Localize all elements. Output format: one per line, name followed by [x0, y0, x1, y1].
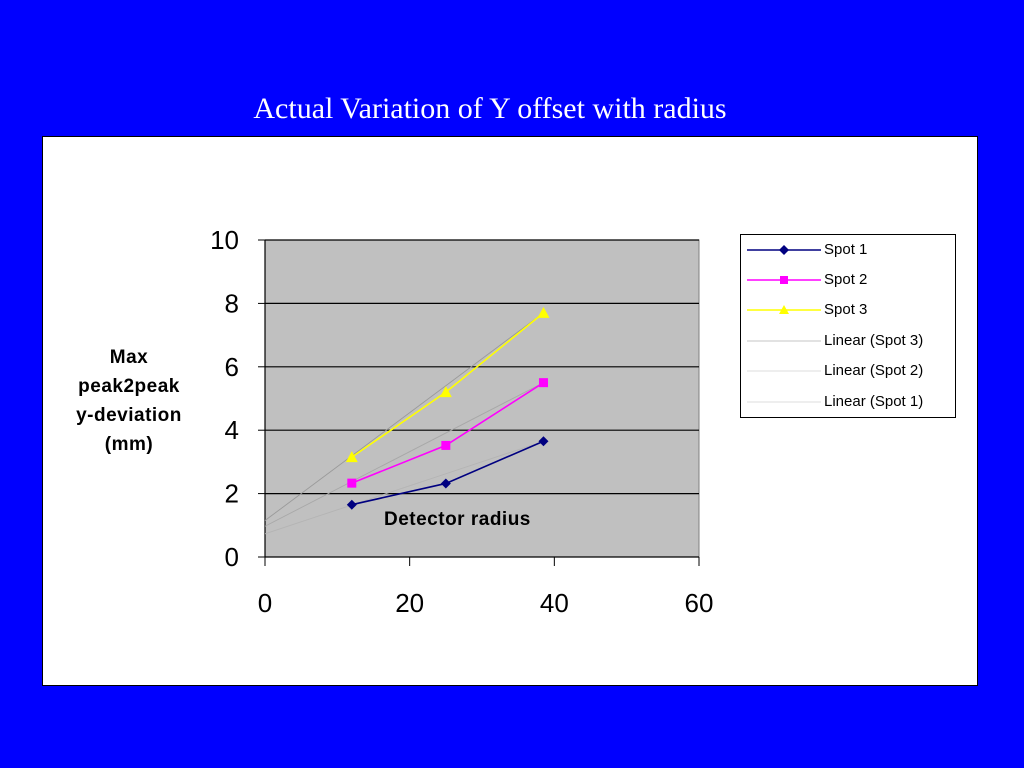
y-axis-label-line: y-deviation — [76, 405, 182, 426]
legend-label: Linear (Spot 3) — [824, 332, 924, 349]
legend-label: Linear (Spot 2) — [824, 362, 924, 379]
y-axis-label-line: peak2peak — [78, 376, 180, 397]
legend-label: Linear (Spot 1) — [824, 393, 924, 410]
legend-label: Spot 3 — [824, 301, 868, 318]
x-axis-label: Detector radius — [384, 509, 531, 530]
legend-label: Spot 2 — [824, 271, 868, 288]
trendline-linear-spot-3 — [264, 312, 544, 521]
slide-title: Actual Variation of Y offset with radius — [253, 92, 727, 125]
legend-item-linear-spot-1: Linear (Spot 1) — [741, 387, 955, 417]
legend-label: Spot 1 — [824, 241, 868, 258]
legend-swatch-linear-spot-1 — [747, 401, 821, 403]
x-tick-label: 0 — [258, 588, 272, 618]
data-point-spot-3 — [439, 386, 452, 398]
y-axis-label-line: (mm) — [104, 434, 154, 455]
chart-legend: Spot 1 Spot 2 Spot 3 Linear (Spot 3) — [740, 234, 956, 418]
chart-frame: 0 2 4 6 8 10 0 20 40 60 Max peak2peak y-deviation… — [42, 136, 978, 686]
data-point-spot-1 — [538, 436, 549, 447]
legend-swatch-spot-1 — [747, 245, 821, 255]
legend-swatch-spot-2 — [747, 276, 821, 284]
data-point-spot-1 — [440, 478, 451, 489]
trendline-linear-spot-2 — [264, 382, 544, 527]
y-tick-label: 2 — [225, 479, 239, 509]
data-point-spot-2 — [441, 440, 451, 450]
y-axis-label: Max peak2peak y-deviation (mm) — [51, 343, 207, 459]
data-point-spot-2 — [347, 478, 357, 488]
legend-swatch-linear-spot-2 — [747, 370, 821, 372]
legend-item-spot-3: Spot 3 — [741, 295, 955, 325]
y-tick-label: 4 — [225, 415, 239, 445]
y-axis-label-line: Max — [109, 347, 149, 368]
legend-item-linear-spot-2: Linear (Spot 2) — [741, 356, 955, 386]
chart-plot: 0 2 4 6 8 10 0 20 40 60 — [210, 225, 714, 618]
legend-item-linear-spot-3: Linear (Spot 3) — [741, 326, 955, 356]
data-point-spot-3 — [537, 306, 550, 318]
x-tick-label: 60 — [685, 588, 714, 618]
data-point-spot-2 — [538, 378, 548, 388]
trendline-linear-spot-1 — [264, 440, 544, 535]
y-tick-label: 8 — [225, 288, 239, 318]
x-tick-label: 20 — [395, 588, 424, 618]
legend-item-spot-1: Spot 1 — [741, 235, 955, 265]
data-point-spot-3 — [345, 451, 358, 463]
legend-swatch-linear-spot-3 — [747, 340, 821, 342]
plot-area — [264, 239, 700, 558]
legend-swatch-spot-3 — [747, 305, 821, 314]
legend-item-spot-2: Spot 2 — [741, 265, 955, 295]
data-point-spot-1 — [346, 499, 357, 510]
y-tick-label: 6 — [225, 352, 239, 382]
x-tick-label: 40 — [540, 588, 569, 618]
y-tick-label: 10 — [210, 225, 239, 255]
y-tick-label: 0 — [225, 542, 239, 572]
